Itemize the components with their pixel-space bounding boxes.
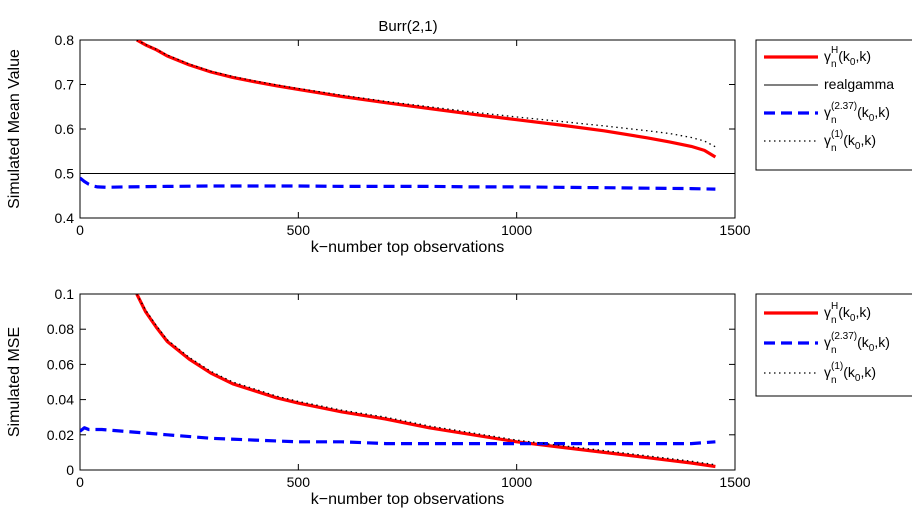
- y-tick-label: 0: [66, 462, 74, 478]
- legend-box: [755, 293, 912, 397]
- y-tick-label: 0.08: [47, 321, 74, 337]
- x-axis-label: k−number top observations: [311, 491, 504, 508]
- x-axis-label: k−number top observations: [311, 239, 504, 256]
- y-tick-label: 0.06: [47, 356, 74, 372]
- y-tick-label: 0.8: [55, 32, 75, 48]
- mse-panel: 0 500 1000 1500 0 0.02 0.04 0.06 0.08 0.1 k−number…: [6, 286, 912, 508]
- y-tick-label: 0.5: [55, 166, 75, 182]
- y-tick-label: 0.04: [47, 392, 74, 408]
- series-line: [135, 294, 716, 469]
- series-line: [136, 40, 716, 148]
- legend-box: [755, 39, 912, 171]
- x-tick-label: 1000: [501, 474, 532, 490]
- x-tick-label: 0: [76, 474, 84, 490]
- y-tick-label: 0.1: [55, 286, 75, 302]
- legend-label: γ(2.37) n(k0,k): [824, 331, 890, 356]
- legend-label: γ(1) n(k0,k): [824, 361, 876, 386]
- mean-value-panel: 0 500 1000 1500 0.4 0.5 0.6 0.7 0.8 k−number top …: [6, 32, 912, 256]
- legend-label: γ(1) n(k0,k): [824, 129, 876, 154]
- plot-area: [79, 293, 736, 471]
- y-tick-label: 0.7: [55, 77, 75, 93]
- y-tick-label: 0.6: [55, 121, 75, 137]
- series-line: [136, 40, 717, 159]
- y-axis-label: Simulated Mean Value: [6, 49, 23, 209]
- legend-label: γH n(k0,k): [824, 45, 871, 70]
- x-tick-label: 1500: [719, 222, 750, 238]
- series-line: [80, 176, 716, 191]
- legend: γH n(k0,k) realgamma γ(2.37) n(k0,k) γ(1) n(k0…: [755, 39, 912, 171]
- y-tick-label: 0.4: [55, 210, 75, 226]
- x-tick-label: 0: [76, 222, 84, 238]
- series-group: [80, 294, 716, 469]
- series-line: [80, 426, 716, 446]
- figure-title: Burr(2,1): [378, 18, 437, 35]
- legend-label: γ(2.37) n(k0,k): [824, 101, 890, 126]
- legend: γH n(k0,k) γ(2.37) n(k0,k) γ(1) n(k0,k): [755, 293, 912, 397]
- y-axis-label: Simulated MSE: [6, 327, 23, 437]
- legend-label: γH n(k0,k): [824, 301, 871, 326]
- y-tick-label: 0.02: [47, 427, 74, 443]
- x-tick-label: 1000: [501, 222, 532, 238]
- x-tick-label: 500: [287, 474, 311, 490]
- x-tick-label: 500: [287, 222, 311, 238]
- series-group: [80, 40, 735, 191]
- x-tick-label: 1500: [719, 474, 750, 490]
- legend-label: realgamma: [824, 76, 894, 92]
